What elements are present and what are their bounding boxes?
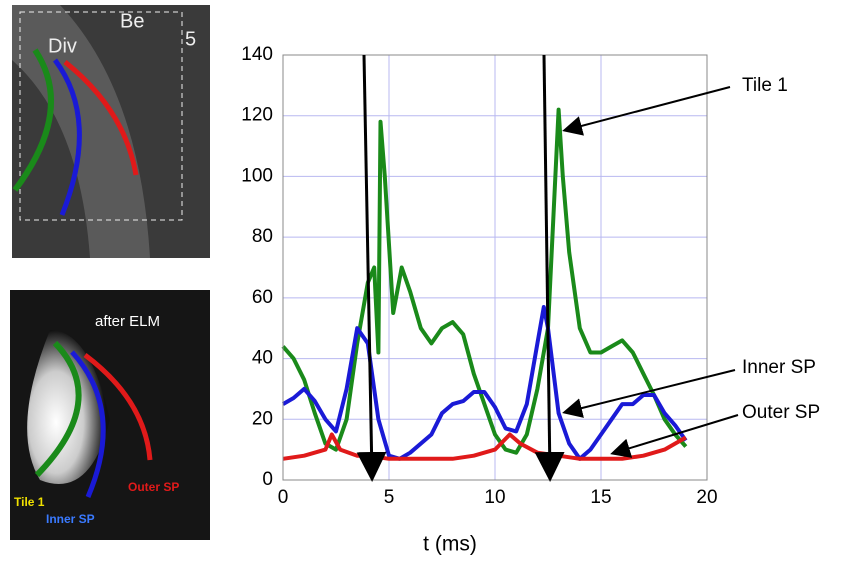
image-label: Outer SP	[128, 480, 179, 494]
y-tick-label: 20	[252, 408, 273, 429]
line-series	[282, 305, 688, 461]
x-axis-label: t (ms)	[423, 533, 477, 556]
image-label: after ELM	[95, 313, 160, 330]
y-tick-label: 120	[241, 105, 273, 126]
image-label: Div	[48, 35, 77, 57]
plot: 0 20 40 60 80 100 120 140 0 5 10 15 20	[241, 44, 717, 508]
annotations	[356, 54, 739, 482]
image-label: Tile 1	[14, 495, 45, 509]
image-label: 5	[185, 28, 196, 50]
legend-label: Tile 1	[742, 75, 788, 96]
line-series	[282, 432, 687, 461]
x-tick-label: 10	[484, 487, 505, 508]
x-tick-label: 15	[590, 487, 611, 508]
x-tick-label: 20	[696, 487, 717, 508]
y-tick-label: 40	[252, 348, 273, 369]
top-image: Be Div 5	[12, 5, 210, 258]
bottom-image: after ELM Tile 1 Inner SP Outer SP	[10, 290, 210, 540]
y-tick-label: 60	[252, 287, 273, 308]
image-label: Inner SP	[46, 512, 95, 526]
line-series	[281, 107, 688, 455]
legend-label: Outer SP	[742, 402, 820, 423]
y-tick-label: 0	[262, 469, 273, 490]
y-tick-label: 140	[241, 44, 273, 65]
legend-label: Inner SP	[742, 357, 816, 378]
y-tick-label: 100	[241, 165, 273, 186]
x-tick-label: 5	[384, 487, 395, 508]
y-tick-label: 80	[252, 226, 273, 247]
plot-frame	[282, 54, 708, 481]
x-tick-label: 0	[278, 487, 289, 508]
image-label: Be	[120, 10, 144, 32]
